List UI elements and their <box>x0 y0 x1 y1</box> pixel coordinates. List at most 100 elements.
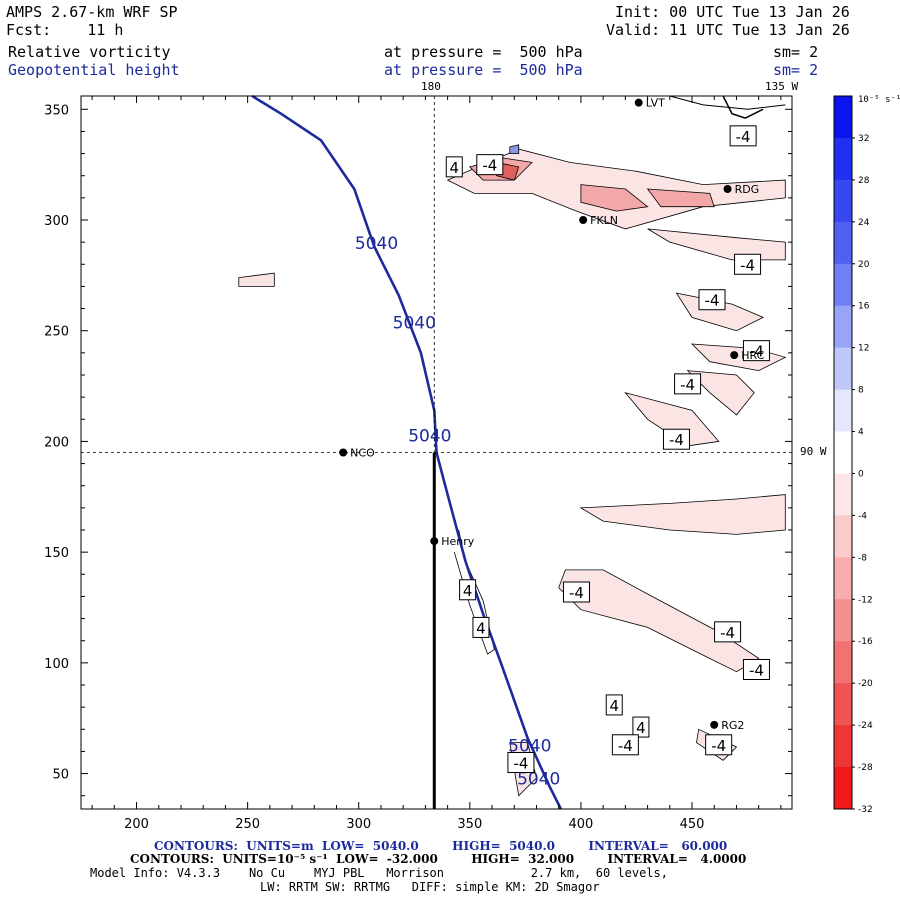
svg-text:-4: -4 <box>705 292 720 310</box>
svg-text:-4: -4 <box>618 737 633 755</box>
colorbar-swatch-3 <box>834 221 852 265</box>
meridian-label-top-right: 135 W <box>765 80 799 93</box>
colorbar-swatch-6 <box>834 347 852 391</box>
height-contour-5040 <box>251 94 563 810</box>
svg-text:HRC: HRC <box>741 349 764 362</box>
colorbar-units: 10⁻⁵ s⁻¹ <box>858 95 900 105</box>
station-nco: NCO <box>339 447 375 460</box>
height-label-0: 5040 <box>355 234 398 254</box>
colorbar-tick-0: 0 <box>858 469 864 479</box>
vorticity-label-15: -4 <box>507 752 535 773</box>
svg-text:-4: -4 <box>740 256 755 274</box>
footer-contours-height: CONTOURS: UNITS=m LOW= 5040.0 HIGH= 5040… <box>154 839 728 853</box>
x-tick-label-400: 400 <box>569 817 594 832</box>
meridian-label-top: 180 <box>421 80 441 93</box>
svg-text:-4: -4 <box>711 737 726 755</box>
field2-name: Geopotential height <box>8 61 180 79</box>
x-tick-label-450: 450 <box>680 817 705 832</box>
colorbar-swatch-14 <box>834 683 852 726</box>
vorticity-label-5: -4 <box>742 340 770 362</box>
plot-frame <box>80 95 793 810</box>
colorbar-swatch-9 <box>834 473 852 516</box>
colorbar-swatch-15 <box>834 725 852 768</box>
colorbar-swatch-0 <box>834 96 852 139</box>
colorbar-tick-4: 4 <box>858 428 864 438</box>
svg-text:FKLN: FKLN <box>590 214 618 227</box>
vorticity-label-7: -4 <box>662 428 690 450</box>
svg-text:-4: -4 <box>482 157 497 175</box>
height-label-2: 5040 <box>408 426 451 446</box>
svg-text:RDG: RDG <box>735 183 760 196</box>
svg-text:RG2: RG2 <box>721 719 744 732</box>
height-label-3: 5040 <box>508 736 551 756</box>
vorticity-area-6 <box>579 494 786 535</box>
vorticity-label-6: -4 <box>674 373 702 395</box>
svg-text:-4: -4 <box>513 755 528 773</box>
colorbar-swatch-8 <box>834 431 852 474</box>
footer-contours-vorticity: CONTOURS: UNITS=10⁻⁵ s⁻¹ LOW= -32.000 HI… <box>130 852 747 866</box>
y-tick-label-250: 250 <box>44 325 69 340</box>
axes-layer: 200 250 300 350 400 450 50 100 150 200 250 300 350 <box>44 95 793 832</box>
colorbar-swatch-2 <box>834 179 852 223</box>
vorticity-contour-top <box>669 95 786 110</box>
y-tick-label-150: 150 <box>44 546 69 561</box>
vorticity-label-13: 4 <box>605 694 623 716</box>
x-tick-label-300: 300 <box>346 817 371 832</box>
vorticity-area-3 <box>690 343 787 372</box>
svg-text:-4: -4 <box>669 431 684 449</box>
field1-smoothing: sm= 2 <box>773 43 819 61</box>
svg-text:-4: -4 <box>680 376 695 394</box>
y-tick-label-100: 100 <box>44 657 69 672</box>
colorbar-swatch-13 <box>834 641 852 684</box>
colorbar-tick-8: 8 <box>858 386 864 396</box>
coastline-top <box>722 95 764 119</box>
station-layer: NCO Henry FKLN RDG HRC RG2 LVT <box>339 97 765 732</box>
svg-text:-4: -4 <box>736 128 751 146</box>
footer-physics: LW: RRTM SW: RRTMG DIFF: simple KM: 2D S… <box>260 880 600 894</box>
y-tick-label-300: 300 <box>44 214 69 229</box>
colorbar-frame <box>833 95 853 810</box>
vorticity-fill-layer <box>238 95 787 797</box>
meridian-grid-layer <box>81 95 792 809</box>
vorticity-label-1: -4 <box>476 154 504 176</box>
vorticity-area-15 <box>509 144 520 155</box>
height-label-1: 5040 <box>393 314 436 334</box>
y-tick-label-200: 200 <box>44 435 69 450</box>
colorbar: 32 28 24 20 16 12 8 4 0 -4 -8 -12 -16 -20 -24 -28 -32 <box>833 95 873 815</box>
y-tick-label-50: 50 <box>52 768 69 783</box>
vorticity-area-10 <box>238 272 275 287</box>
svg-text:LVT: LVT <box>646 97 665 110</box>
svg-text:4: 4 <box>450 159 460 177</box>
svg-text:4: 4 <box>476 619 486 637</box>
vorticity-area-13 <box>646 188 715 208</box>
vorticity-label-11: -4 <box>714 621 742 643</box>
vorticity-area-5 <box>624 391 720 447</box>
vorticity-label-14: 4 <box>632 716 650 738</box>
field1-name: Relative vorticity <box>8 43 171 61</box>
svg-text:4: 4 <box>463 582 473 600</box>
footer-model-info: Model Info: V4.3.3 No Cu MYJ PBL Morriso… <box>90 866 668 880</box>
colorbar-tick--8: -8 <box>858 553 867 563</box>
vorticity-label-16: -4 <box>611 734 639 756</box>
colorbar-swatch-10 <box>834 515 852 558</box>
svg-text:-4: -4 <box>569 584 584 602</box>
vorticity-area-12 <box>580 184 649 212</box>
colorbar-tick-32: 32 <box>858 134 869 144</box>
svg-text:-4: -4 <box>720 624 735 642</box>
colorbar-tick--32: -32 <box>858 805 873 815</box>
colorbar-tick--4: -4 <box>858 511 867 521</box>
geopotential-height-contour-layer <box>251 94 563 810</box>
y-tick-label-350: 350 <box>44 103 69 118</box>
vorticity-label-10: -4 <box>562 581 590 603</box>
colorbar-swatch-5 <box>834 305 852 349</box>
station-hrc: HRC <box>730 349 765 362</box>
station-lvt: LVT <box>634 97 665 110</box>
valid-time: Valid: 11 UTC Tue 13 Jan 26 <box>606 21 850 39</box>
vorticity-label-0: 4 <box>445 156 463 178</box>
colorbar-swatch-11 <box>834 557 852 600</box>
height-label-4: 5040 <box>517 770 560 790</box>
colorbar-swatch-1 <box>834 137 852 181</box>
colorbar-swatch-16 <box>834 767 852 810</box>
